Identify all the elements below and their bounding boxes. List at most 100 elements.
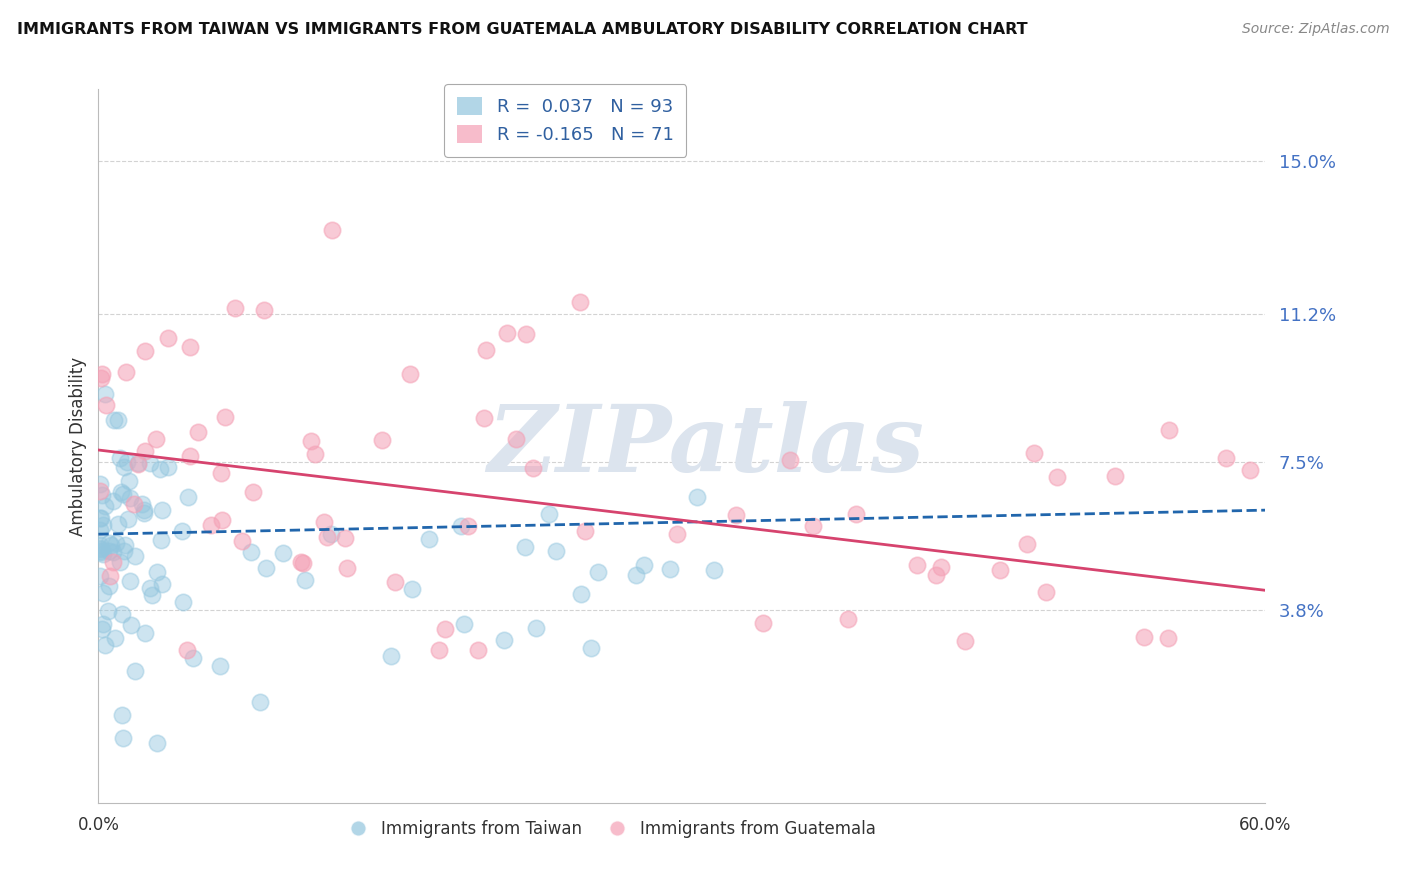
Point <box>336 561 359 575</box>
Point <box>93 586 115 600</box>
Text: IMMIGRANTS FROM TAIWAN VS IMMIGRANTS FROM GUATEMALA AMBULATORY DISABILITY CORREL: IMMIGRANTS FROM TAIWAN VS IMMIGRANTS FRO… <box>17 22 1028 37</box>
Point <box>117 455 139 469</box>
Point <box>433 622 456 636</box>
Y-axis label: Ambulatory Disability: Ambulatory Disability <box>69 357 87 535</box>
Point <box>581 640 603 655</box>
Point <box>1133 630 1156 644</box>
Point <box>319 526 342 541</box>
Point <box>209 467 232 481</box>
Point <box>172 595 194 609</box>
Point <box>89 538 111 552</box>
Point <box>177 490 200 504</box>
Point <box>905 558 928 572</box>
Point <box>132 503 155 517</box>
Point <box>659 562 682 576</box>
Point <box>90 510 112 524</box>
Point <box>91 616 114 631</box>
Point <box>118 574 141 588</box>
Point <box>122 497 145 511</box>
Point <box>239 544 262 558</box>
Point <box>101 544 124 558</box>
Point <box>314 515 336 529</box>
Point <box>427 643 450 657</box>
Point <box>97 579 120 593</box>
Point <box>401 582 423 596</box>
Point <box>170 524 193 538</box>
Point <box>89 569 111 583</box>
Point <box>665 526 688 541</box>
Point <box>141 588 163 602</box>
Point <box>107 413 129 427</box>
Point <box>1022 445 1045 459</box>
Point <box>181 650 204 665</box>
Point <box>371 433 394 447</box>
Point <box>524 621 547 635</box>
Point <box>91 518 114 533</box>
Point <box>112 460 135 475</box>
Text: ZIPatlas: ZIPatlas <box>486 401 924 491</box>
Point <box>253 302 276 317</box>
Point <box>955 634 977 648</box>
Point <box>495 326 517 340</box>
Point <box>156 331 179 345</box>
Point <box>97 535 120 549</box>
Point <box>93 387 115 401</box>
Point <box>686 490 709 504</box>
Point <box>110 451 132 466</box>
Point <box>294 573 316 587</box>
Point <box>134 344 156 359</box>
Point <box>118 474 141 488</box>
Point <box>134 626 156 640</box>
Point <box>179 340 201 354</box>
Point <box>97 605 120 619</box>
Point <box>450 519 472 533</box>
Point <box>89 544 111 558</box>
Point <box>200 517 222 532</box>
Point <box>988 563 1011 577</box>
Point <box>97 543 120 558</box>
Point <box>569 587 592 601</box>
Point <box>321 222 343 236</box>
Point <box>117 511 139 525</box>
Point <box>546 544 568 558</box>
Point <box>114 538 136 552</box>
Point <box>398 367 420 381</box>
Point <box>522 461 544 475</box>
Point <box>231 534 253 549</box>
Point <box>703 563 725 577</box>
Point <box>104 631 127 645</box>
Point <box>112 731 135 745</box>
Point <box>208 658 231 673</box>
Point <box>224 301 246 316</box>
Point <box>111 607 134 621</box>
Point <box>104 535 127 549</box>
Point <box>150 533 173 547</box>
Point <box>103 554 125 568</box>
Point <box>91 547 114 561</box>
Point <box>472 411 495 425</box>
Point <box>112 544 135 558</box>
Point <box>1035 585 1057 599</box>
Point <box>1104 469 1126 483</box>
Point <box>149 462 172 476</box>
Point <box>139 456 162 470</box>
Point <box>475 343 498 357</box>
Point <box>187 425 209 440</box>
Point <box>108 555 131 569</box>
Point <box>110 485 132 500</box>
Point <box>89 483 111 498</box>
Point <box>91 488 114 502</box>
Point <box>94 499 117 513</box>
Point <box>1239 463 1261 477</box>
Point <box>515 326 537 341</box>
Point <box>249 695 271 709</box>
Point <box>837 612 859 626</box>
Point <box>624 567 647 582</box>
Point <box>380 649 402 664</box>
Point <box>150 577 173 591</box>
Point <box>574 524 596 538</box>
Point <box>90 367 112 381</box>
Point <box>124 664 146 678</box>
Point <box>1015 537 1038 551</box>
Point <box>925 567 948 582</box>
